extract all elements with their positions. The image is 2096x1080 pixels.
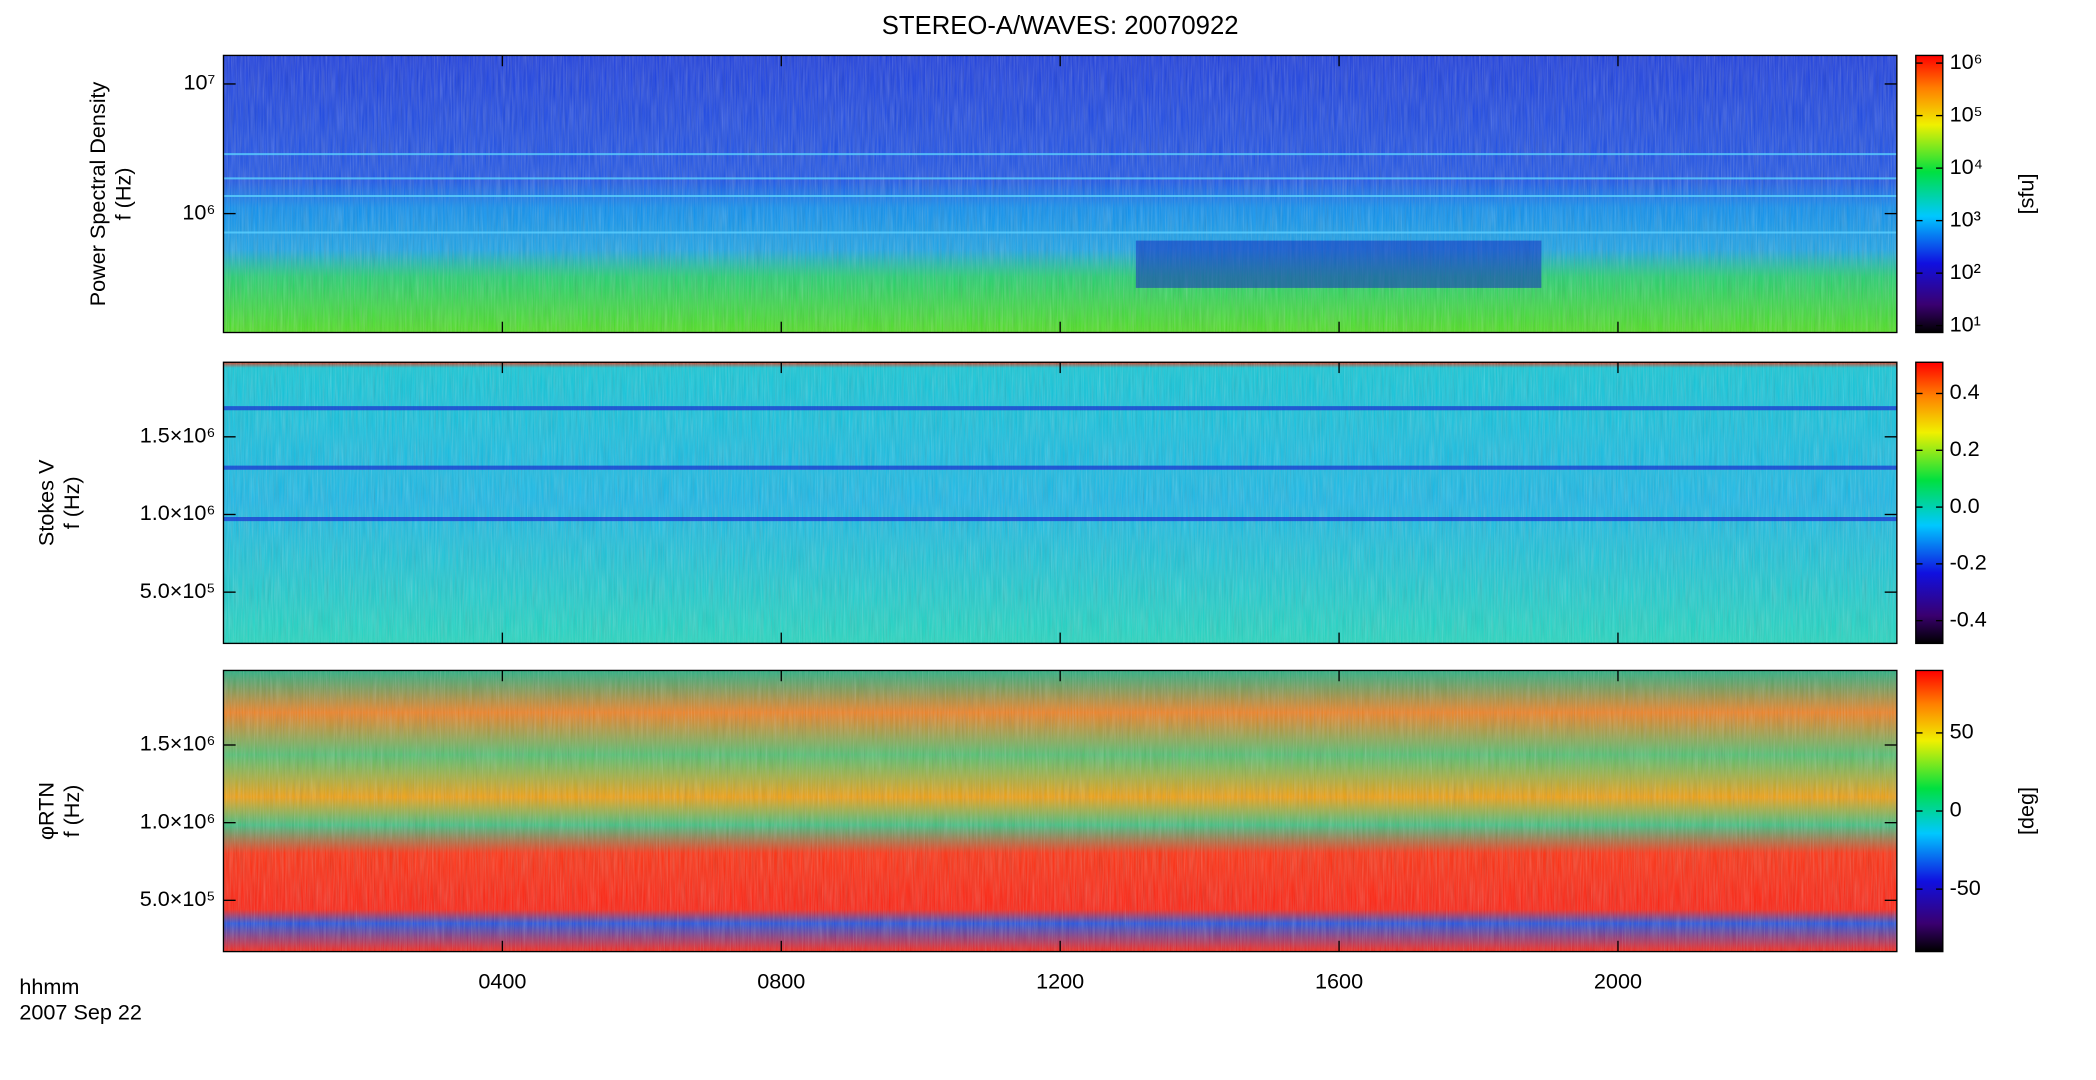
colorbar bbox=[1915, 361, 1944, 645]
colorbar-tick-label: -50 bbox=[1950, 875, 1981, 900]
streaks bbox=[223, 406, 1897, 522]
colorbar-tick-label: -0.2 bbox=[1950, 550, 1987, 575]
spectrogram-images bbox=[223, 55, 1897, 952]
y-tick-label: 1.5×10⁶ bbox=[140, 731, 216, 756]
colorbar-tick-label: 0 bbox=[1950, 797, 1962, 822]
colorbar-tick-label: 10¹ bbox=[1950, 311, 1981, 336]
y-tick-label: 10⁶ bbox=[182, 199, 215, 224]
colorbar-label: [deg] bbox=[2014, 787, 2039, 835]
y-axis-label: Power Spectral Density bbox=[85, 81, 110, 306]
y-axis-label: f (Hz) bbox=[59, 476, 84, 529]
y-tick-label: 5.0×10⁵ bbox=[140, 886, 216, 911]
x-tick-label: 0400 bbox=[478, 968, 526, 993]
colorbar-tick-label: 0.4 bbox=[1950, 379, 1980, 404]
texture bbox=[223, 362, 1897, 644]
y-axis-label: f (Hz) bbox=[59, 785, 84, 838]
colorbar bbox=[1915, 54, 1944, 334]
x-tick-label: 1600 bbox=[1315, 968, 1363, 993]
axes: Power Spectral Density f (Hz) 10⁶10⁷10¹10²… bbox=[33, 49, 2038, 994]
x-axis-label: hhmm bbox=[19, 974, 79, 999]
x-tick-label: 1200 bbox=[1036, 968, 1084, 993]
colorbar-tick-label: 50 bbox=[1950, 719, 1974, 744]
feature bbox=[1135, 240, 1542, 288]
y-tick-label: 1.0×10⁶ bbox=[140, 500, 216, 525]
y-axis-label: f (Hz) bbox=[111, 168, 136, 221]
x-tick-label: 0800 bbox=[757, 968, 805, 993]
streaks bbox=[223, 153, 1897, 234]
colorbar-tick-label: 10⁶ bbox=[1950, 49, 1983, 74]
y-axis-label: Stokes V bbox=[33, 459, 58, 546]
colorbar-tick-label: 0.0 bbox=[1950, 493, 1980, 518]
colorbar-tick-label: -0.4 bbox=[1950, 606, 1987, 631]
chart-title: STEREO-A/WAVES: 20070922 bbox=[882, 12, 1239, 40]
y-tick-label: 5.0×10⁵ bbox=[140, 578, 216, 603]
texture bbox=[223, 55, 1897, 333]
colorbar-tick-label: 10² bbox=[1950, 259, 1981, 284]
colorbar-tick-label: 10⁵ bbox=[1950, 101, 1983, 126]
date-label: 2007 Sep 22 bbox=[19, 999, 142, 1024]
colorbar-label: [sfu] bbox=[2014, 174, 2039, 215]
y-tick-label: 1.5×10⁶ bbox=[140, 423, 216, 448]
x-tick-label: 2000 bbox=[1594, 968, 1642, 993]
y-tick-label: 1.0×10⁶ bbox=[140, 808, 216, 833]
y-tick-label: 10⁷ bbox=[183, 70, 215, 95]
colorbar-tick-label: 0.2 bbox=[1950, 436, 1980, 461]
colorbar-tick-label: 10³ bbox=[1950, 206, 1981, 231]
y-axis-label: φRTN bbox=[33, 782, 58, 840]
colorbar-tick-label: 10⁴ bbox=[1950, 154, 1983, 179]
texture bbox=[223, 670, 1897, 952]
